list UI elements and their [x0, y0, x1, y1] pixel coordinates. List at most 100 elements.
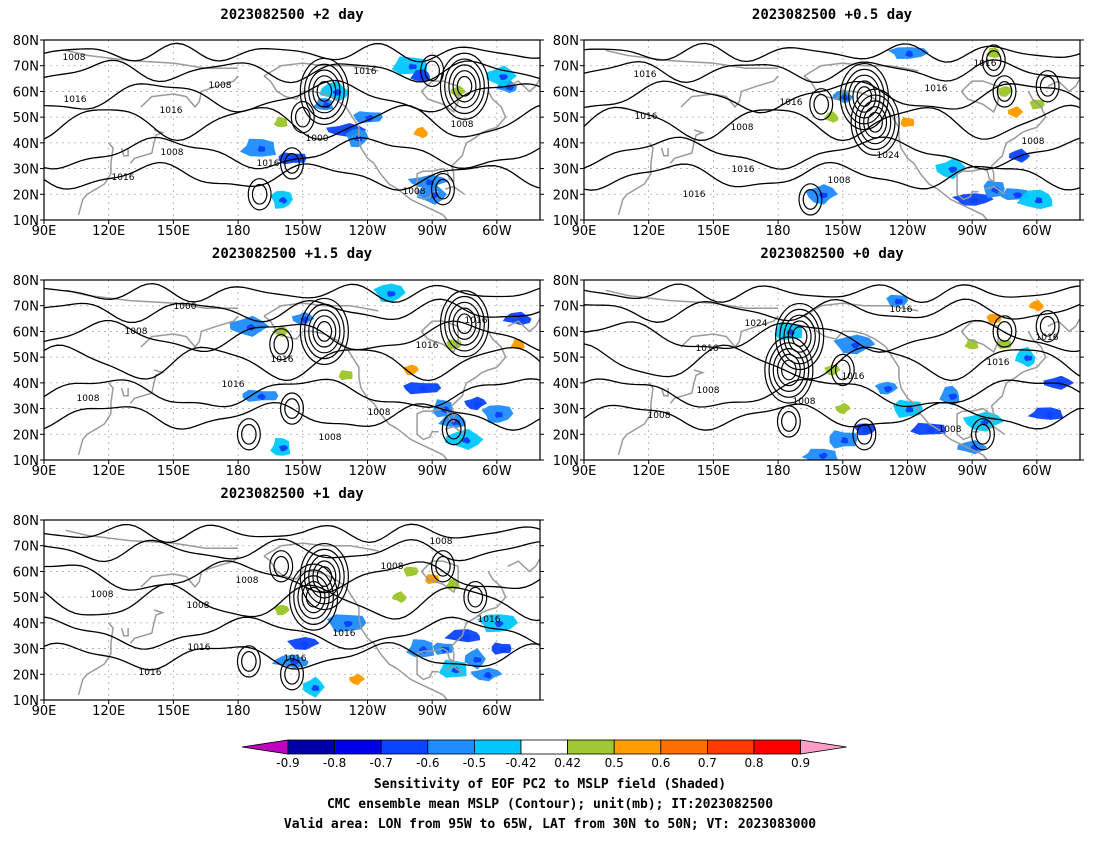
- strong-negative-sensitivity-shade: [905, 406, 914, 413]
- lat-label: 70N: [13, 300, 39, 315]
- strong-negative-sensitivity-shade: [483, 671, 492, 679]
- coastline: [680, 315, 779, 349]
- lat-label: 40N: [13, 137, 39, 152]
- strong-negative-sensitivity-shade: [948, 166, 958, 173]
- strong-negative-sensitivity-shade: [1012, 192, 1022, 199]
- strong-negative-sensitivity-shade: [1034, 197, 1043, 204]
- lat-label: 30N: [553, 163, 579, 178]
- coastline: [669, 369, 705, 404]
- colorbar-swatch: [753, 739, 801, 755]
- closed-pressure-contour: [430, 172, 455, 206]
- lon-label: 120E: [92, 704, 125, 719]
- isobar-value-label: 1016: [284, 654, 307, 664]
- strong-negative-sensitivity-shade: [883, 385, 893, 393]
- coastline: [487, 571, 507, 608]
- isobar-value-label: 1016: [112, 173, 135, 183]
- isobar-value-label: 1016: [333, 629, 356, 639]
- coastline: [444, 665, 465, 675]
- coastline: [507, 77, 540, 93]
- isobar-value-label: 1008: [91, 590, 114, 600]
- lon-label: 150W: [284, 704, 322, 719]
- closed-pressure-contour: [312, 560, 337, 593]
- isobar-contour: [44, 319, 540, 353]
- closed-pressure-contour: [280, 147, 305, 180]
- closed-pressure-contour: [236, 418, 261, 451]
- positive-sensitivity-shade: [338, 370, 353, 381]
- closed-pressure-contour: [452, 70, 477, 103]
- coastline: [263, 302, 379, 317]
- lat-label: 80N: [13, 514, 39, 529]
- colorbar-swatch: [660, 739, 708, 755]
- strong-negative-sensitivity-shade: [387, 290, 396, 297]
- panel-title-plus0p5day: 2023082500 +0.5 day: [751, 7, 913, 23]
- closed-pressure-contour: [850, 88, 900, 156]
- isobar-value-label: 1008: [319, 433, 342, 443]
- closed-pressure-contour: [798, 183, 823, 216]
- colorbar-tick-label: 0.5: [605, 756, 624, 770]
- closed-pressure-contour: [303, 63, 345, 120]
- closed-pressure-contour: [284, 153, 300, 174]
- closed-pressure-contour: [863, 106, 888, 139]
- panel-title-plus1day: 2023082500 +1 day: [220, 486, 364, 502]
- closed-pressure-contour: [251, 183, 268, 205]
- closed-pressure-contour: [280, 392, 305, 425]
- closed-pressure-contour: [787, 320, 812, 353]
- isobar-value-label: 1008: [236, 576, 259, 586]
- lon-label: 180: [226, 224, 251, 239]
- positive-sensitivity-shade: [824, 111, 839, 123]
- colorbar-tick-label: -0.9: [276, 756, 299, 770]
- lon-label: 90E: [32, 464, 57, 479]
- coastline: [129, 609, 165, 644]
- closed-pressure-contour: [241, 423, 257, 445]
- coastline: [984, 185, 1005, 195]
- lat-label: 50N: [13, 591, 39, 606]
- isobar-value-label: 1016: [732, 165, 755, 175]
- isobar-value-label: 1016: [354, 67, 377, 77]
- isobar-value-label: 1016: [987, 358, 1010, 368]
- negative-sensitivity-shade: [1016, 189, 1053, 210]
- isobar-contour: [44, 583, 540, 622]
- closed-pressure-contour: [290, 100, 315, 134]
- coastline: [416, 178, 439, 201]
- closed-pressure-contour: [316, 566, 333, 587]
- coastline: [1027, 331, 1047, 368]
- coastline: [420, 320, 459, 354]
- coastline: [416, 658, 439, 681]
- coastline: [77, 142, 114, 216]
- closed-pressure-contour: [303, 548, 345, 605]
- lat-label: 10N: [13, 454, 39, 469]
- closed-pressure-contour: [441, 412, 466, 446]
- colorbar-swatch: [706, 739, 755, 755]
- closed-pressure-contour: [439, 52, 490, 120]
- isobar-contour: [584, 401, 1080, 431]
- lon-label: 90W: [957, 464, 987, 479]
- footer-contour-description: CMC ensemble mean MSLP (Contour); unit(m…: [326, 797, 774, 812]
- lon-label: 150W: [824, 464, 862, 479]
- map-panel-plus0p5day: 1016 1008 1008 1016 1008 1016 1016 1024 1016 1016…: [553, 34, 1084, 239]
- closed-pressure-contour: [463, 580, 488, 614]
- coastline: [507, 317, 540, 333]
- colorbar-tick-label: 0.6: [651, 756, 670, 770]
- isobar-value-label: 1008: [828, 176, 851, 186]
- isobar-value-label: 1008: [648, 411, 671, 421]
- colorbar-swatch: [287, 739, 335, 755]
- closed-pressure-contour: [1039, 315, 1056, 337]
- closed-pressure-contour: [985, 50, 1002, 71]
- strong-negative-sensitivity-shade: [462, 437, 471, 444]
- negative-sensitivity-shade: [801, 448, 838, 460]
- isobar-value-label: 1016: [780, 98, 803, 108]
- closed-pressure-contour: [273, 555, 290, 577]
- positive-sensitivity-shade: [997, 339, 1012, 350]
- lon-label: 120E: [92, 224, 125, 239]
- colorbar-swatch: [613, 739, 662, 755]
- isobar-value-label: 1008: [381, 562, 404, 572]
- coastline: [77, 622, 114, 696]
- isobar-value-label: 1016: [634, 70, 657, 80]
- colorbar-swatch: [380, 739, 429, 755]
- lon-label: 150E: [157, 464, 190, 479]
- closed-pressure-contour: [992, 75, 1017, 108]
- closed-pressure-contour: [764, 336, 814, 404]
- lat-label: 80N: [553, 34, 579, 49]
- isobar-value-label: 1016: [160, 106, 183, 116]
- lon-label: 150E: [157, 224, 190, 239]
